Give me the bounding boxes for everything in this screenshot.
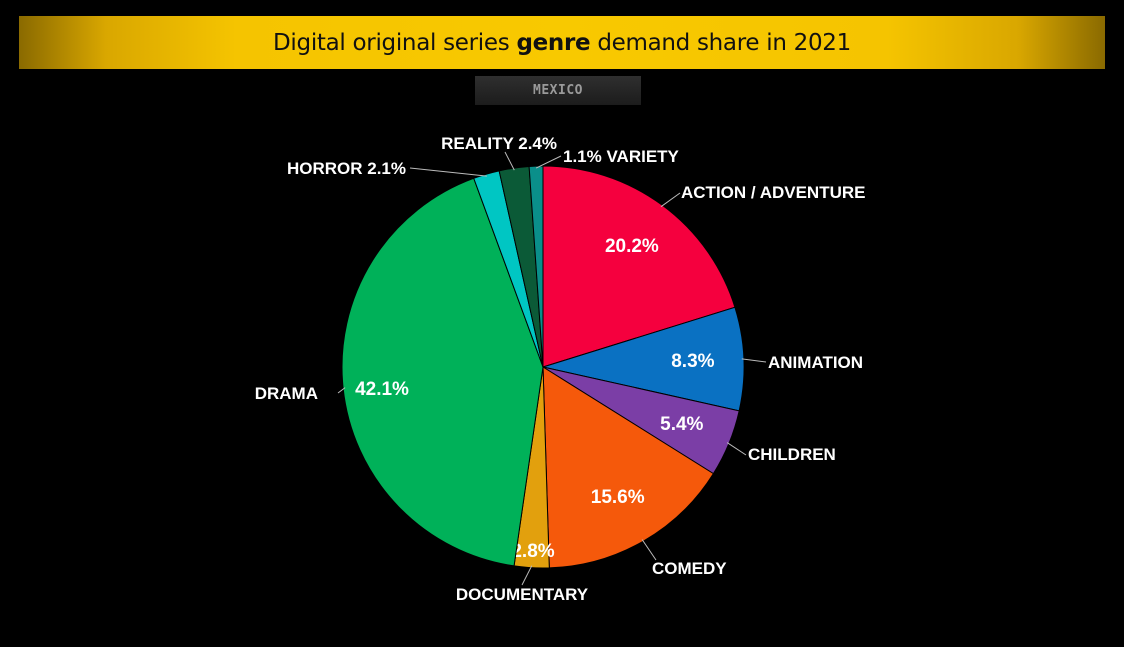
category-label-children: CHILDREN (748, 445, 836, 464)
pct-label-animation: 8.3% (671, 351, 714, 372)
title-part-bold: genre (516, 29, 591, 56)
pct-label-comedy: 15.6% (591, 487, 645, 508)
leader-line-children (726, 442, 747, 456)
leader-line-action-adventure (660, 192, 681, 208)
leader-line-animation (741, 358, 767, 363)
category-label-animation: ANIMATION (768, 353, 863, 372)
pct-label-documentary: 2.8% (511, 541, 554, 562)
category-label-reality: REALITY 2.4% (441, 134, 557, 153)
slice-action-adventure (542, 165, 736, 368)
slice-drama (341, 177, 544, 567)
category-label-variety: 1.1% VARIETY (563, 147, 680, 166)
leader-line-variety (535, 155, 562, 169)
title-part-1: Digital original series (273, 29, 517, 56)
pct-label-children: 5.4% (660, 414, 703, 435)
subtitle-badge: MEXICO (475, 76, 641, 105)
pct-label-drama: 42.1% (355, 379, 409, 400)
category-label-action-adventure: ACTION / ADVENTURE (681, 183, 866, 202)
category-label-drama: DRAMA (255, 384, 318, 403)
leader-line-documentary (521, 565, 533, 586)
category-label-documentary: DOCUMENTARY (456, 585, 589, 604)
leader-line-drama (337, 387, 346, 394)
title-part-2: demand share in 2021 (590, 29, 851, 56)
category-label-comedy: COMEDY (652, 559, 727, 578)
category-label-horror: HORROR 2.1% (287, 159, 406, 178)
pct-label-action-adventure: 20.2% (605, 236, 659, 257)
leader-line-comedy (641, 539, 657, 561)
slice-variety (528, 165, 544, 368)
leader-line-reality (504, 151, 515, 171)
leader-line-horror (409, 167, 487, 177)
title-banner: Digital original series genre demand sha… (19, 16, 1105, 69)
chart-title: Digital original series genre demand sha… (273, 30, 851, 56)
